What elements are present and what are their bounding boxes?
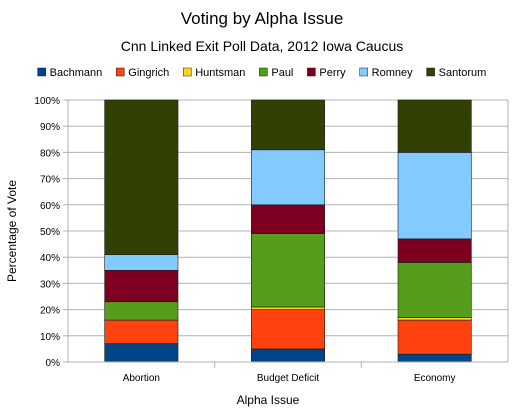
y-tick-label: 70% xyxy=(40,175,60,186)
bar-segment-santorum xyxy=(251,99,325,151)
bar-segment-paul xyxy=(104,301,179,321)
legend-swatch-paul xyxy=(259,67,268,77)
bar-segment-perry xyxy=(397,238,472,263)
chart-title: Voting by Alpha Issue xyxy=(181,9,344,28)
legend-swatch-gingrich xyxy=(116,67,125,77)
y-tick-label: 60% xyxy=(40,201,60,212)
x-tick-label: Economy xyxy=(414,373,456,384)
y-tick-label: 30% xyxy=(40,279,60,290)
legend: Bachmann Gingrich Huntsman Paul Perry Romney S… xyxy=(37,67,487,79)
x-axis-label: Alpha Issue xyxy=(237,393,300,407)
legend-swatch-huntsman xyxy=(182,67,192,77)
bar-segment-bachmann xyxy=(104,343,179,363)
bar-segment-romney xyxy=(104,254,179,271)
bar-segment-santorum xyxy=(397,99,472,153)
bar-segment-bachmann xyxy=(251,348,325,363)
legend-label-huntsman: Huntsman xyxy=(195,67,245,79)
legend-swatch-perry xyxy=(307,67,316,77)
bar-segment-huntsman xyxy=(251,306,325,310)
y-tick-label: 80% xyxy=(40,148,60,159)
x-tick-label: Abortion xyxy=(123,373,160,384)
y-axis-label: Percentage of Vote xyxy=(5,180,19,282)
bar-segment-romney xyxy=(397,152,472,240)
y-tick-label: 50% xyxy=(40,227,60,238)
bar-segment-gingrich xyxy=(397,319,472,355)
legend-swatch-romney xyxy=(359,67,368,77)
legend-label-bachmann: Bachmann xyxy=(50,67,103,79)
legend-label-gingrich: Gingrich xyxy=(128,67,169,79)
bars xyxy=(104,99,472,363)
chart-subtitle: Cnn Linked Exit Poll Data, 2012 Iowa Cau… xyxy=(121,38,404,54)
legend-swatch-santorum xyxy=(426,67,435,77)
y-tick-label: 20% xyxy=(40,306,60,317)
y-tick-label: 10% xyxy=(40,332,60,343)
legend-label-paul: Paul xyxy=(271,67,293,79)
legend-swatch-bachmann xyxy=(37,67,46,77)
bar-segment-santorum xyxy=(104,99,179,255)
bar-segment-perry xyxy=(251,204,325,234)
legend-label-romney: Romney xyxy=(372,67,413,79)
legend-label-santorum: Santorum xyxy=(439,67,487,79)
legend-label-perry: Perry xyxy=(319,67,346,79)
y-tick-label: 90% xyxy=(40,122,60,133)
y-tick-label: 40% xyxy=(40,253,60,264)
bar-segment-romney xyxy=(251,149,325,206)
bar-segment-paul xyxy=(397,262,472,318)
axes: 0% 10% 20% 30% 40% 50% 60% 70% 80% 90% 100% Abortio… xyxy=(34,96,509,384)
bar-segment-paul xyxy=(251,233,325,308)
x-tick-label: Budget Deficit xyxy=(257,373,319,384)
y-tick-label: 100% xyxy=(34,96,60,107)
y-tick-label: 0% xyxy=(46,358,61,369)
bar-segment-bachmann xyxy=(397,353,472,363)
bar-segment-gingrich xyxy=(251,309,325,350)
bar-segment-gingrich xyxy=(104,319,179,344)
bar-segment-perry xyxy=(104,269,179,303)
bar-segment-huntsman xyxy=(397,317,472,321)
